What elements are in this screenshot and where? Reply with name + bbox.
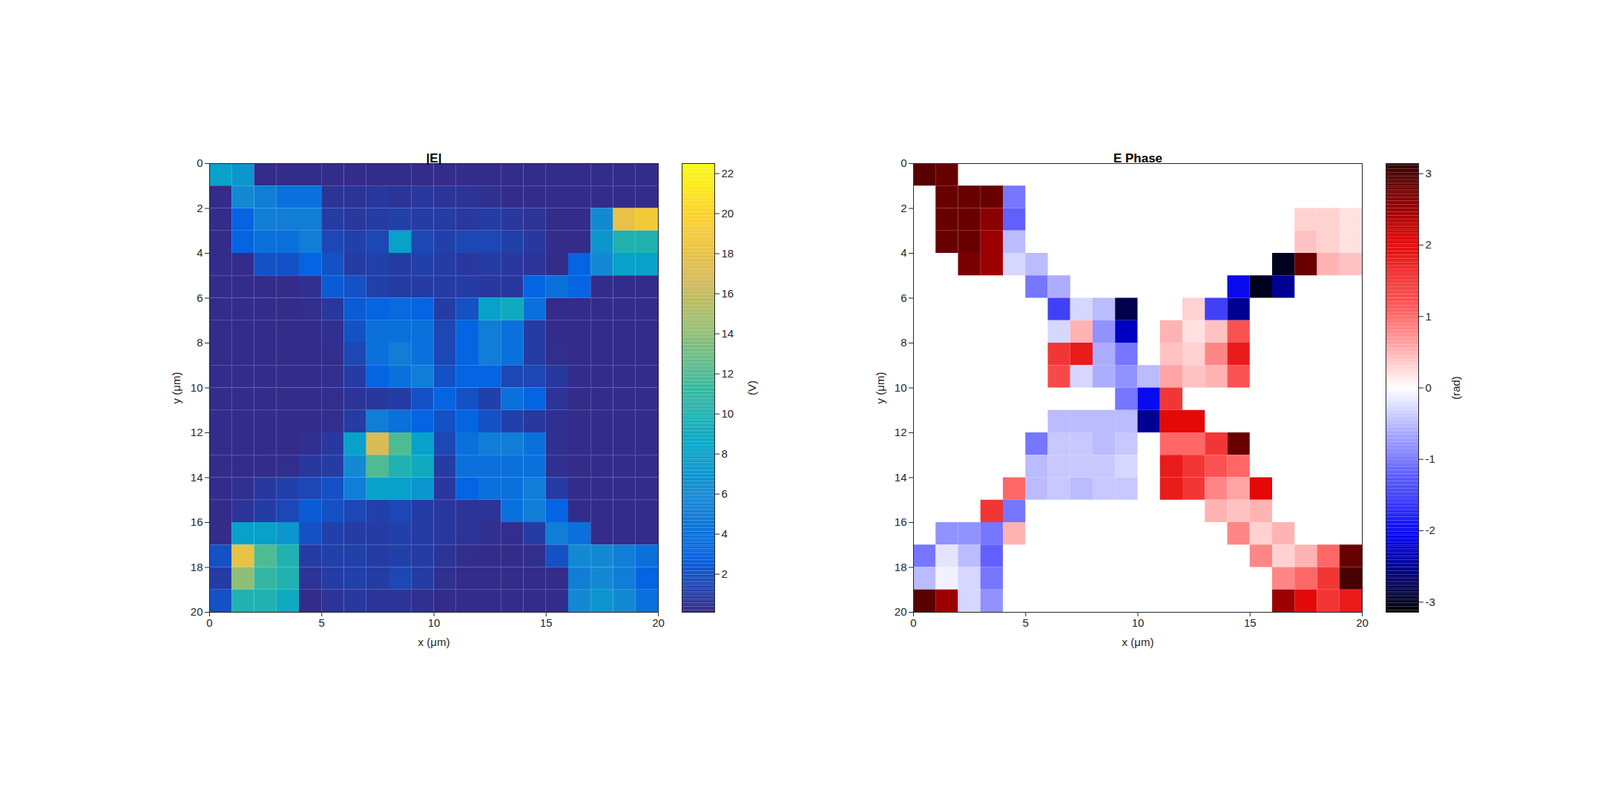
svg-text:10: 10 [894, 381, 908, 394]
svg-text:2: 2 [196, 201, 203, 215]
svg-text:8: 8 [721, 447, 728, 460]
svg-text:E Phase: E Phase [1113, 151, 1163, 166]
svg-text:12: 12 [190, 425, 204, 439]
svg-text:x (μm): x (μm) [418, 635, 451, 649]
svg-text:0: 0 [900, 156, 907, 170]
svg-text:-1: -1 [1425, 452, 1436, 466]
svg-text:12: 12 [894, 425, 908, 439]
svg-text:18: 18 [190, 560, 204, 574]
svg-text:0: 0 [910, 616, 917, 630]
svg-text:12: 12 [721, 367, 735, 380]
svg-text:3: 3 [1425, 166, 1432, 180]
svg-text:20: 20 [1355, 616, 1369, 630]
svg-text:15: 15 [540, 616, 553, 630]
svg-text:10: 10 [190, 381, 204, 394]
svg-text:2: 2 [1425, 238, 1432, 251]
svg-text:2: 2 [721, 567, 728, 581]
svg-text:4: 4 [900, 246, 907, 259]
svg-text:6: 6 [721, 487, 728, 500]
svg-text:18: 18 [721, 247, 735, 260]
svg-text:14: 14 [721, 327, 735, 340]
svg-text:y (μm): y (μm) [169, 372, 183, 405]
svg-text:16: 16 [190, 515, 204, 529]
svg-text:1: 1 [1425, 310, 1432, 323]
svg-text:4: 4 [721, 527, 728, 541]
svg-text:16: 16 [894, 515, 908, 529]
svg-text:(V): (V) [745, 380, 759, 396]
svg-text:22: 22 [721, 166, 735, 180]
svg-text:16: 16 [721, 287, 735, 300]
svg-text:0: 0 [206, 616, 213, 630]
svg-text:20: 20 [190, 605, 204, 618]
svg-text:6: 6 [900, 291, 907, 305]
svg-text:8: 8 [196, 336, 203, 349]
svg-text:2: 2 [900, 201, 907, 215]
svg-text:0: 0 [196, 156, 203, 170]
svg-text:10: 10 [721, 407, 735, 420]
svg-text:6: 6 [196, 291, 203, 305]
svg-text:5: 5 [318, 616, 325, 630]
svg-text:|E|: |E| [426, 151, 443, 166]
svg-text:20: 20 [894, 605, 908, 618]
svg-text:-2: -2 [1425, 523, 1436, 537]
svg-text:20: 20 [721, 206, 735, 220]
svg-text:4: 4 [196, 246, 203, 259]
svg-text:5: 5 [1022, 616, 1029, 630]
svg-text:(rad): (rad) [1449, 376, 1463, 400]
svg-text:10: 10 [428, 616, 441, 630]
svg-text:-3: -3 [1425, 595, 1436, 609]
svg-text:20: 20 [652, 616, 665, 630]
svg-text:14: 14 [190, 471, 204, 484]
svg-text:x (μm): x (μm) [1122, 635, 1155, 649]
svg-text:8: 8 [900, 336, 907, 349]
svg-text:14: 14 [894, 471, 908, 484]
svg-text:18: 18 [894, 560, 908, 574]
svg-text:y (μm): y (μm) [873, 372, 887, 405]
svg-text:0: 0 [1425, 381, 1432, 394]
svg-text:10: 10 [1131, 616, 1145, 630]
svg-text:15: 15 [1243, 616, 1257, 630]
